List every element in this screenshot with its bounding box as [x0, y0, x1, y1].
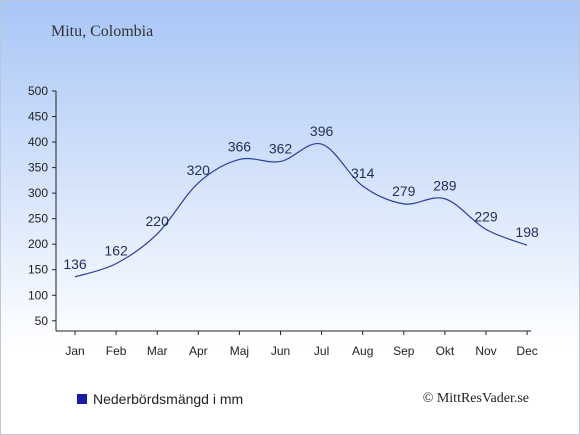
- series-line-precipitation: [74, 142, 528, 278]
- legend: Nederbördsmängd i mm: [77, 391, 243, 407]
- x-tick-label: Jun: [271, 344, 290, 358]
- data-label: 289: [433, 178, 457, 194]
- legend-label: Nederbördsmängd i mm: [93, 391, 244, 407]
- x-tick-label: Apr: [189, 344, 208, 358]
- data-label: 314: [351, 165, 375, 181]
- data-label: 362: [269, 140, 293, 156]
- data-label: 279: [392, 183, 416, 199]
- y-tick-label: 300: [28, 186, 48, 200]
- x-tick-label: Feb: [106, 344, 127, 358]
- y-tick-label: 150: [28, 263, 48, 277]
- credit-text: © MittResVader.se: [422, 391, 529, 406]
- y-tick-label: 350: [28, 161, 48, 175]
- x-ticks: Jan Feb Mar Apr Maj Jun Jul Aug Sep Okt Nov Dec: [65, 331, 538, 358]
- y-tick-label: 250: [28, 212, 48, 226]
- data-label: 396: [310, 123, 334, 139]
- axes: [55, 91, 532, 332]
- y-tick-label: 500: [28, 84, 48, 98]
- data-label: 220: [146, 213, 170, 229]
- x-tick-label: Mar: [147, 344, 168, 358]
- data-label: 320: [187, 162, 211, 178]
- data-label: 136: [63, 256, 87, 272]
- x-tick-label: Jan: [65, 344, 84, 358]
- y-tick-label: 400: [28, 135, 48, 149]
- x-tick-label: Okt: [436, 344, 455, 358]
- legend-swatch: [77, 394, 87, 404]
- x-tick-label: Jul: [314, 344, 329, 358]
- y-tick-label: 50: [35, 314, 49, 328]
- x-tick-label: Aug: [352, 344, 373, 358]
- x-tick-label: Nov: [475, 344, 496, 358]
- data-label: 229: [474, 208, 498, 224]
- y-tick-label: 200: [28, 237, 48, 251]
- x-tick-label: Maj: [230, 344, 249, 358]
- x-tick-label: Sep: [393, 344, 415, 358]
- data-labels: 136 162 220 320 366 362 396 314 279 289 229 198: [63, 123, 539, 272]
- y-tick-label: 100: [28, 288, 48, 302]
- data-label: 162: [104, 243, 128, 259]
- chart-title: Mitu, Colombia: [51, 23, 154, 40]
- data-label: 366: [228, 138, 252, 154]
- data-label: 198: [515, 224, 539, 240]
- y-tick-label: 450: [28, 110, 48, 124]
- y-ticks: 50 100 150 200 250 300 350 400 450 500: [28, 84, 56, 328]
- x-tick-label: Dec: [516, 344, 537, 358]
